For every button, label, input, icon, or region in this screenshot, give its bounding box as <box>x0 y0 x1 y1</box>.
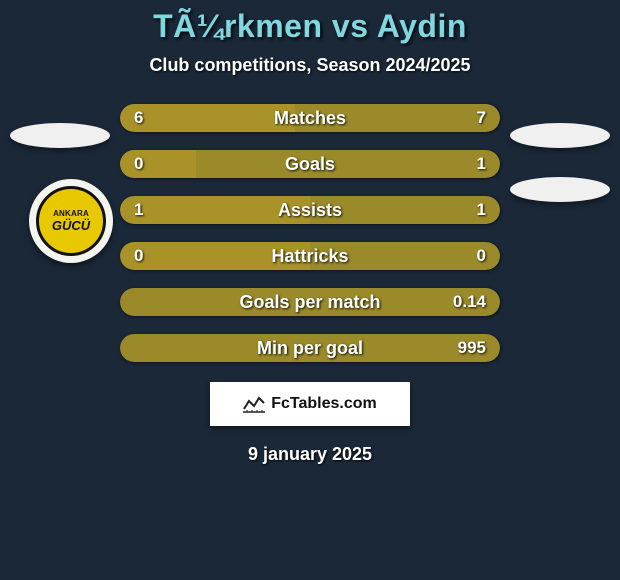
stat-bar: 01Goals <box>120 150 500 178</box>
club-logo: ANKARA GÜCÜ <box>29 179 113 263</box>
bar-fill-full <box>120 288 500 316</box>
bar-fill-full <box>120 334 500 362</box>
bar-fill-right <box>310 242 500 270</box>
player-left-placeholder-1 <box>10 123 110 148</box>
stat-bar: 67Matches <box>120 104 500 132</box>
stat-bar: 995Min per goal <box>120 334 500 362</box>
bar-fill-left <box>120 242 310 270</box>
bar-fill-left <box>120 104 295 132</box>
stat-value-right: 1 <box>477 196 486 224</box>
stat-bar: 0.14Goals per match <box>120 288 500 316</box>
bar-fill-right <box>295 104 500 132</box>
bar-fill-right <box>310 196 500 224</box>
infographic-container: TÃ¼rkmen vs Aydin Club competitions, Sea… <box>0 0 620 580</box>
stat-value-right: 7 <box>477 104 486 132</box>
chart-icon <box>243 395 265 413</box>
stat-value-left: 6 <box>134 104 143 132</box>
brand-badge: FcTables.com <box>210 382 410 426</box>
subtitle: Club competitions, Season 2024/2025 <box>149 55 470 76</box>
stat-value-right: 1 <box>477 150 486 178</box>
stat-value-left: 0 <box>134 242 143 270</box>
stat-bar: 00Hattricks <box>120 242 500 270</box>
logo-text-top: ANKARA <box>52 209 90 218</box>
stat-value-right: 0.14 <box>453 288 486 316</box>
page-title: TÃ¼rkmen vs Aydin <box>153 8 467 45</box>
stat-value-left: 1 <box>134 196 143 224</box>
player-right-placeholder-2 <box>510 177 610 202</box>
bar-fill-left <box>120 196 310 224</box>
club-logo-inner: ANKARA GÜCÜ <box>36 186 106 256</box>
date: 9 january 2025 <box>248 444 372 465</box>
bar-fill-left-stub <box>120 150 196 178</box>
brand-text: FcTables.com <box>271 395 377 413</box>
stat-value-left: 0 <box>134 150 143 178</box>
logo-text-bottom: GÜCÜ <box>52 218 90 233</box>
player-right-placeholder-1 <box>510 123 610 148</box>
stat-value-right: 995 <box>458 334 486 362</box>
stat-value-right: 0 <box>477 242 486 270</box>
stat-bar: 11Assists <box>120 196 500 224</box>
